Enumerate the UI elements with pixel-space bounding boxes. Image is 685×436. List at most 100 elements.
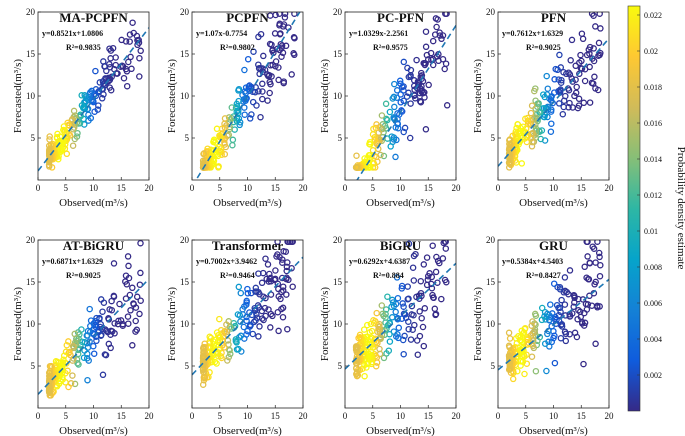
scatter-point <box>259 95 266 103</box>
scatter-point <box>553 301 561 309</box>
scatter-point <box>45 369 53 377</box>
scatter-point <box>353 356 360 363</box>
x-tick-label: 10 <box>243 411 253 421</box>
scatter-point <box>250 48 257 55</box>
scatter-point <box>405 325 412 333</box>
y-tick-label: 10 <box>333 319 343 329</box>
scatter-point <box>247 289 255 297</box>
y-tick-label: 5 <box>31 133 36 143</box>
scatter-point <box>386 108 394 116</box>
x-tick-label: 15 <box>424 183 434 193</box>
scatter-point <box>93 314 100 322</box>
y-tick-label: 15 <box>26 277 36 287</box>
scatter-point <box>80 354 88 361</box>
r-squared: R²=0.9025 <box>526 43 561 52</box>
x-axis-label: Observed(m³/s) <box>213 197 282 209</box>
scatter-point <box>588 79 596 87</box>
colorbar-ticks: 0.002 0.004 0.006 0.008 0.01 0.012 0.014 0.016 0… <box>637 11 662 380</box>
scatter-point <box>369 147 377 154</box>
scatter-point <box>538 304 546 312</box>
r-squared: R²=0.9835 <box>66 43 101 52</box>
scatter-point <box>81 91 88 99</box>
scatter-point <box>284 325 291 333</box>
scatter-point <box>555 76 562 83</box>
y-axis-label: Forecasted(m³/s) <box>319 59 331 134</box>
scatter-point <box>108 297 115 305</box>
scatter-point <box>378 112 386 119</box>
scatter-point <box>223 321 230 328</box>
x-tick-label: 20 <box>145 183 155 193</box>
scatter-point <box>380 354 388 362</box>
y-tick-label: 10 <box>26 319 36 329</box>
scatter-point <box>241 104 248 111</box>
scatter-point <box>241 66 248 74</box>
scatter-point <box>395 324 403 332</box>
scatter-point <box>400 350 407 358</box>
scatter-point <box>252 284 260 292</box>
scatter-point <box>531 310 539 318</box>
scatter-point <box>227 350 234 358</box>
scatter-point <box>45 384 53 391</box>
scatter-point <box>60 123 68 130</box>
scatter-point <box>558 76 565 84</box>
scatter-point <box>210 138 217 146</box>
scatter-point <box>60 126 67 134</box>
scatter-point <box>581 309 588 317</box>
scatter-point <box>405 89 412 97</box>
scatter-point <box>120 74 128 82</box>
scatter-points <box>45 19 144 171</box>
scatter-point <box>547 94 555 101</box>
scatter-point <box>391 103 398 111</box>
fit-equation: y=0.8521x+1.0806 <box>42 29 103 38</box>
scatter-point <box>267 12 274 19</box>
fit-line <box>356 24 456 180</box>
scatter-point <box>561 301 569 308</box>
scatter-point <box>532 367 540 375</box>
scatter-point <box>560 68 567 76</box>
scatter-point <box>237 332 245 340</box>
y-axis-label: Forecasted(m³/s) <box>12 59 24 134</box>
scatter-point <box>425 81 432 89</box>
r-squared: R²=0.884 <box>373 271 404 280</box>
scatter-point <box>228 325 235 332</box>
scatter-point <box>241 111 248 118</box>
y-tick-label: 15 <box>486 49 496 59</box>
scatter-point <box>576 70 583 78</box>
scatter-point <box>595 249 603 257</box>
scatter-point <box>429 37 437 45</box>
scatter-point <box>221 124 229 131</box>
scatter-point <box>112 61 119 69</box>
scatter-point <box>566 99 573 107</box>
scatter-point <box>86 305 93 313</box>
y-axis-label: Forecasted(m³/s) <box>472 59 484 134</box>
x-tick-label: 10 <box>549 411 559 421</box>
scatter-point <box>400 128 407 136</box>
scatter-point <box>574 315 581 323</box>
x-tick-label: 5 <box>524 183 529 193</box>
scatter-point <box>123 82 131 90</box>
scatter-point <box>360 326 368 333</box>
y-tick-label: 20 <box>333 7 343 17</box>
colorbar-tick-label: 0.006 <box>644 299 662 308</box>
scatter-point <box>422 43 430 51</box>
scatter-point <box>576 59 583 66</box>
y-tick-label: 10 <box>333 91 343 101</box>
scatter-point <box>71 330 78 338</box>
scatter-point <box>584 253 591 260</box>
fit-line <box>192 256 303 376</box>
scatter-point <box>505 159 513 166</box>
scatter-point <box>397 80 404 87</box>
scatter-point <box>352 346 360 354</box>
scatter-point <box>83 332 91 339</box>
scatter-point <box>353 152 360 159</box>
y-tick-label: 10 <box>26 91 36 101</box>
scatter-point <box>106 306 113 313</box>
scatter-point <box>280 79 287 87</box>
scatter-point <box>580 99 588 107</box>
scatter-point <box>439 255 447 262</box>
x-tick-label: 15 <box>577 183 587 193</box>
y-tick-label: 5 <box>338 133 343 143</box>
scatter-point <box>571 92 578 100</box>
scatter-point <box>283 263 291 271</box>
scatter-point <box>429 242 436 249</box>
